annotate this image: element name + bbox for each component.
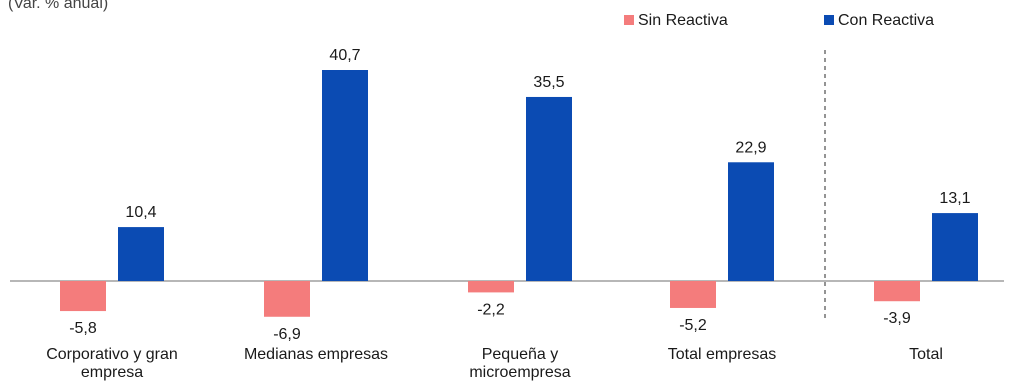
- plot-area: -5,8 10,4 Corporativo y gran empresa -6,9 40,…: [10, 47, 1004, 381]
- bar-sin-3: [468, 281, 514, 293]
- bar-sin-1: [60, 281, 106, 312]
- value-label-con-1: 10,4: [125, 204, 156, 221]
- legend-swatch-con-reactiva: [824, 15, 834, 25]
- value-label-con-3: 35,5: [533, 74, 564, 91]
- category-label-2: Medianas empresas: [244, 346, 388, 363]
- bar-con-5: [932, 213, 978, 281]
- category-label-4: Total empresas: [668, 346, 777, 363]
- value-label-sin-4: -5,2: [679, 317, 707, 334]
- bar-sin-5: [874, 281, 920, 302]
- legend-label-sin-reactiva: Sin Reactiva: [638, 12, 728, 29]
- value-label-sin-1: -5,8: [69, 320, 97, 337]
- bar-sin-2: [264, 281, 310, 317]
- value-label-con-5: 13,1: [939, 190, 970, 207]
- bar-con-4: [728, 162, 774, 281]
- bar-con-3: [526, 96, 572, 282]
- value-label-sin-5: -3,9: [883, 310, 911, 327]
- value-label-con-4: 22,9: [735, 139, 766, 156]
- value-label-sin-2: -6,9: [273, 326, 301, 343]
- category-label-1: Corporativo y gran empresa: [46, 346, 178, 381]
- legend: Sin Reactiva Con Reactiva: [624, 12, 934, 29]
- value-label-sin-3: -2,2: [477, 301, 505, 318]
- legend-swatch-sin-reactiva: [624, 15, 634, 25]
- value-label-con-2: 40,7: [329, 47, 360, 64]
- category-label-3: Pequeña y microempresa: [469, 346, 570, 381]
- chart-title: (Var. % anual): [8, 0, 108, 12]
- bar-sin-4: [670, 281, 716, 308]
- category-label-5: Total: [909, 346, 943, 363]
- bar-con-2: [322, 70, 368, 281]
- bar-con-1: [118, 227, 164, 281]
- legend-label-con-reactiva: Con Reactiva: [838, 12, 934, 29]
